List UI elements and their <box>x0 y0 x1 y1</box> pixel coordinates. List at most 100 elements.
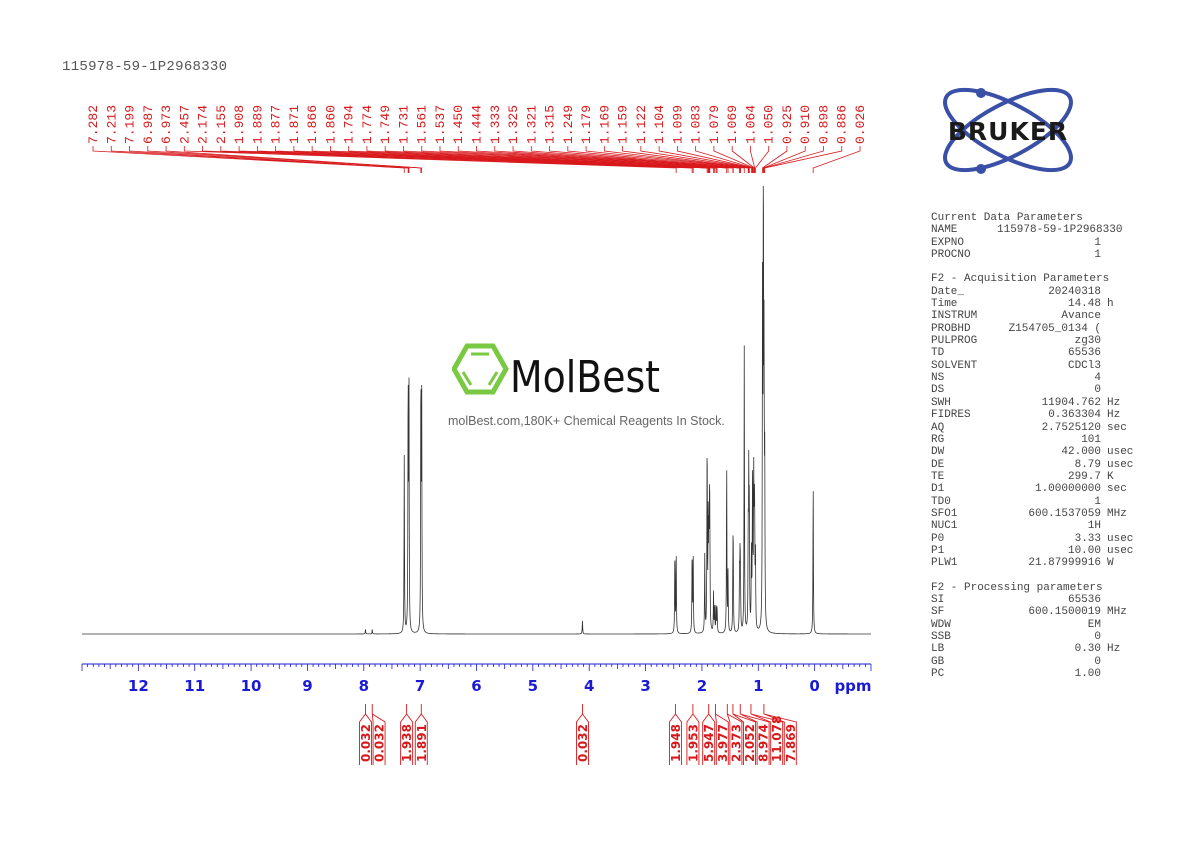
peak-label: 1.050 <box>762 105 777 144</box>
peak-label: 0.886 <box>835 105 850 144</box>
parameter-value: 10.00 <box>1067 544 1101 557</box>
peak-label: 1.860 <box>323 105 338 144</box>
parameter-key: D1 <box>931 483 945 496</box>
parameter-group: F2 - Processing parameters SI 65536 SF 600.1… <box>931 582 1143 681</box>
parameter-key: LB <box>931 643 945 656</box>
integral-value: 7.869 <box>784 724 798 762</box>
parameter-unit: Hz <box>1107 643 1121 656</box>
parameter-row: TD 65536 <box>931 347 1143 359</box>
peak-label-connectors <box>92 146 861 173</box>
parameter-unit: usec <box>1107 458 1134 471</box>
parameter-group-heading: F2 - Processing parameters <box>931 581 1103 594</box>
parameter-row: P0 3.33 usec <box>931 533 1143 545</box>
peak-label: 1.877 <box>269 105 284 144</box>
parameter-key: PLW1 <box>931 557 958 570</box>
parameter-group: Current Data Parameters NAME 115978-59-1P2… <box>931 212 1143 261</box>
parameter-row: PLW1 21.87999916 W <box>931 557 1143 569</box>
parameter-value: 42.000 <box>1061 446 1101 459</box>
parameter-row: SOLVENT CDCl3 <box>931 360 1143 372</box>
peak-label: 1.064 <box>743 105 758 144</box>
bruker-logo: BRUKER <box>920 82 1100 187</box>
parameter-row: RG 101 <box>931 434 1143 446</box>
parameter-row: DW 42.000 usec <box>931 446 1143 458</box>
parameter-unit: h <box>1107 298 1114 311</box>
peak-label: 1.889 <box>250 105 265 144</box>
parameter-unit <box>1101 656 1143 668</box>
parameter-value: 4 <box>1094 372 1101 385</box>
peak-label: 1.731 <box>396 105 411 144</box>
parameter-value: 1H <box>1087 520 1101 533</box>
x-tick-label: 2 <box>697 677 707 695</box>
peak-label: 1.749 <box>378 105 393 144</box>
parameter-value: 0.363304 <box>1048 409 1101 422</box>
parameter-value: 65536 <box>1067 347 1101 360</box>
peak-label: 1.104 <box>652 105 667 144</box>
peak-label: 2.155 <box>214 105 229 144</box>
integral-labels: 0.032 0.032 1.938 1.891 0.032 1.948 1.953 5.947… <box>359 704 798 765</box>
x-tick-label: 3 <box>640 677 650 695</box>
parameter-row: PROCNO 1 <box>931 249 1143 261</box>
parameter-row: PROBHD Z154705_0134 ( <box>931 323 1143 335</box>
parameter-key: DS <box>931 384 945 397</box>
parameter-unit <box>1101 496 1143 508</box>
integral-value: 2.052 <box>743 724 757 762</box>
parameter-group-heading: F2 - Acquisition Parameters <box>931 273 1110 286</box>
parameter-key: EXPNO <box>931 236 965 249</box>
peak-label: 2.457 <box>177 105 192 144</box>
integral-value: 0.032 <box>359 724 373 762</box>
parameter-row: INSTRUM Avance <box>931 310 1143 322</box>
parameter-key: Date_ <box>931 285 965 298</box>
parameter-key: NS <box>931 372 945 385</box>
parameter-unit <box>1101 372 1143 384</box>
parameter-value: Z154705_0134 ( <box>1008 322 1101 335</box>
x-tick-label: 11 <box>184 677 205 695</box>
parameter-unit <box>1101 594 1143 606</box>
parameter-value: 1.00000000 <box>1034 483 1101 496</box>
peak-label: 1.774 <box>360 105 375 144</box>
peak-label: 0.910 <box>798 105 813 144</box>
parameter-row: NS 4 <box>931 372 1143 384</box>
parameter-row: LB 0.30 Hz <box>931 643 1143 655</box>
parameter-value: EM <box>1087 618 1101 631</box>
parameter-unit: MHz <box>1107 507 1127 520</box>
parameter-row: EXPNO 1 <box>931 237 1143 249</box>
peak-label: 1.325 <box>506 105 521 144</box>
parameter-unit <box>1101 668 1143 680</box>
parameter-key: NUC1 <box>931 520 958 533</box>
parameter-row: SF 600.1500019 MHz <box>931 606 1143 618</box>
parameter-value: 0 <box>1094 655 1101 668</box>
x-tick-label: 4 <box>584 677 594 695</box>
parameter-unit <box>1101 434 1143 446</box>
parameter-key: Time <box>931 298 958 311</box>
parameter-unit <box>1101 310 1143 322</box>
peak-label: 1.122 <box>634 105 649 144</box>
peak-label: 1.561 <box>415 105 430 144</box>
peak-label: 0.925 <box>780 105 795 144</box>
parameter-key: P1 <box>931 544 945 557</box>
parameter-unit <box>1101 286 1143 298</box>
parameter-unit <box>1101 360 1143 372</box>
peak-label: 1.321 <box>524 105 539 144</box>
parameter-unit: Hz <box>1107 396 1121 409</box>
parameter-key: WDW <box>931 618 951 631</box>
parameter-row: NUC1 1H <box>931 520 1143 532</box>
parameter-row: WDW EM <box>931 619 1143 631</box>
peak-label: 1.249 <box>561 105 576 144</box>
parameter-value: 2.7525120 <box>1041 421 1101 434</box>
x-tick-label: 7 <box>415 677 425 695</box>
parameter-value: 20240318 <box>1048 285 1101 298</box>
parameter-key: DE <box>931 458 945 471</box>
parameter-unit <box>1101 520 1143 532</box>
peak-label: 7.199 <box>123 105 138 144</box>
bruker-logo-text: BRUKER <box>948 117 1068 146</box>
peak-label: 1.069 <box>725 105 740 144</box>
parameter-value: 14.48 <box>1067 298 1101 311</box>
parameter-unit <box>1101 347 1143 359</box>
x-tick-label: 10 <box>241 677 262 695</box>
peak-label: 1.083 <box>689 105 704 144</box>
parameter-key: GB <box>931 655 945 668</box>
parameter-row: D1 1.00000000 sec <box>931 483 1143 495</box>
parameter-row: DS 0 <box>931 384 1143 396</box>
peak-label: 1.169 <box>597 105 612 144</box>
